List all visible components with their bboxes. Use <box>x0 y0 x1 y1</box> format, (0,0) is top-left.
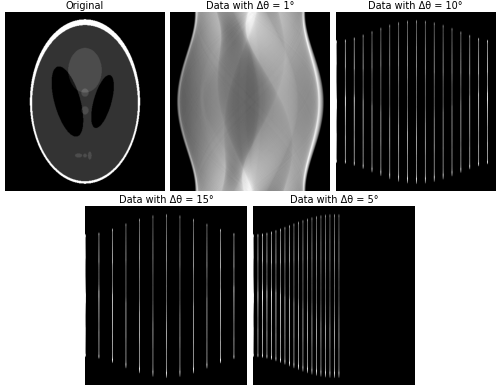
Title: Data with Δθ = 1°: Data with Δθ = 1° <box>206 1 294 11</box>
Title: Original: Original <box>66 1 104 11</box>
Title: Data with Δθ = 15°: Data with Δθ = 15° <box>118 195 213 205</box>
Title: Data with Δθ = 5°: Data with Δθ = 5° <box>290 195 378 205</box>
Title: Data with Δθ = 10°: Data with Δθ = 10° <box>368 1 462 11</box>
